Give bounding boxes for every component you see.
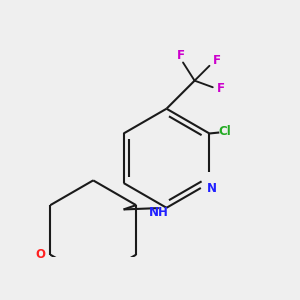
Text: F: F — [217, 82, 225, 95]
Text: F: F — [213, 54, 221, 67]
Text: O: O — [35, 248, 45, 261]
Text: Cl: Cl — [218, 125, 231, 138]
Text: F: F — [177, 49, 185, 62]
Text: N: N — [207, 182, 217, 196]
Text: NH: NH — [149, 206, 169, 219]
